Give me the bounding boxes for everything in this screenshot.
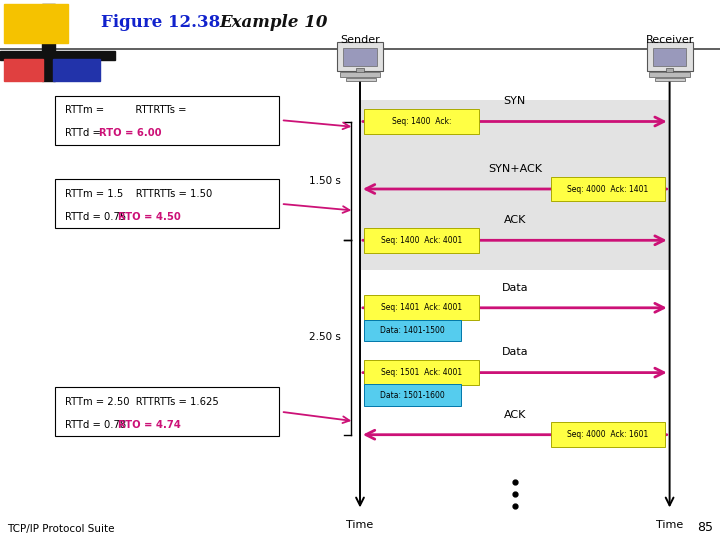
Text: M: M: [81, 107, 87, 117]
Text: Seq: 4000  Ack: 1401: Seq: 4000 Ack: 1401: [567, 185, 649, 193]
Text: =          RTTRTT: = RTTRTT: [86, 105, 165, 115]
FancyBboxPatch shape: [55, 179, 279, 228]
Text: 85: 85: [697, 521, 713, 534]
Bar: [4, 59, 43, 81]
Text: SYN+ACK: SYN+ACK: [488, 164, 542, 174]
Text: RTTd = 0.75: RTTd = 0.75: [65, 212, 135, 222]
FancyBboxPatch shape: [364, 320, 461, 341]
Text: RTTm = 1.5    RTTRTTs = 1.50: RTTm = 1.5 RTTRTTs = 1.50: [65, 189, 212, 199]
Text: = 2.50  RTT: = 2.50 RTT: [148, 397, 210, 407]
FancyBboxPatch shape: [55, 96, 279, 145]
Text: =          RTT: = RTT: [160, 105, 221, 115]
Text: ACK: ACK: [503, 409, 526, 420]
FancyBboxPatch shape: [647, 42, 693, 71]
Text: RTTm = 2.50  RTTRTTs = 1.625: RTTm = 2.50 RTTRTTs = 1.625: [65, 397, 219, 407]
Text: Seq: 4000  Ack: 1601: Seq: 4000 Ack: 1601: [567, 430, 649, 439]
Text: 1.50 s: 1.50 s: [309, 176, 341, 186]
Text: RTT: RTT: [65, 189, 83, 199]
Text: RTT: RTT: [65, 397, 83, 407]
Bar: [346, 78, 376, 81]
Text: RTO = 4.74: RTO = 4.74: [118, 420, 181, 430]
Text: Data: Data: [502, 347, 528, 357]
Text: Time: Time: [656, 520, 683, 530]
Text: M: M: [81, 399, 87, 408]
Text: RTO = 4.50: RTO = 4.50: [118, 212, 181, 222]
Bar: [4, 4, 68, 43]
Bar: [356, 68, 364, 73]
Text: Example 10: Example 10: [220, 14, 328, 31]
Bar: [42, 4, 55, 81]
FancyBboxPatch shape: [364, 295, 479, 320]
FancyBboxPatch shape: [337, 42, 383, 71]
Bar: [0, 51, 115, 60]
Text: RTTd =: RTTd =: [65, 128, 110, 138]
Text: = 2.50  RTTRTT: = 2.50 RTTRTT: [86, 397, 166, 407]
Bar: [340, 72, 380, 77]
Text: 2.50 s: 2.50 s: [309, 333, 341, 342]
FancyBboxPatch shape: [364, 384, 461, 406]
FancyBboxPatch shape: [55, 387, 279, 436]
FancyBboxPatch shape: [364, 109, 479, 134]
Text: Receiver: Receiver: [645, 35, 694, 45]
Text: M: M: [81, 191, 87, 200]
Text: RTTm =          RTTRTTs =: RTTm = RTTRTTs =: [65, 105, 186, 115]
Text: Time: Time: [346, 520, 374, 530]
Bar: [360, 100, 670, 270]
Text: Data: Data: [502, 282, 528, 293]
Text: Data: 1501-1600: Data: 1501-1600: [380, 391, 445, 400]
Text: Seq: 1400  Ack:: Seq: 1400 Ack:: [392, 117, 451, 126]
Text: RTT: RTT: [65, 105, 83, 115]
Bar: [53, 59, 100, 81]
FancyBboxPatch shape: [551, 422, 665, 447]
Text: SYN: SYN: [504, 96, 526, 106]
FancyBboxPatch shape: [364, 360, 479, 385]
Text: RTTd = 0.78: RTTd = 0.78: [65, 420, 135, 430]
Text: ACK: ACK: [503, 215, 526, 225]
Text: Seq: 1400  Ack: 4001: Seq: 1400 Ack: 4001: [381, 236, 462, 245]
FancyBboxPatch shape: [364, 228, 479, 253]
Bar: [649, 72, 690, 77]
Text: Seq: 1501  Ack: 4001: Seq: 1501 Ack: 4001: [381, 368, 462, 377]
Text: Figure 12.38: Figure 12.38: [101, 14, 220, 31]
Text: RTO = 6.00: RTO = 6.00: [99, 128, 162, 138]
Text: Sender: Sender: [340, 35, 380, 45]
Bar: [343, 48, 377, 66]
Text: Data: 1401-1500: Data: 1401-1500: [380, 326, 445, 335]
Text: TCP/IP Protocol Suite: TCP/IP Protocol Suite: [7, 523, 114, 534]
FancyBboxPatch shape: [551, 177, 665, 201]
Bar: [653, 48, 686, 66]
Bar: [655, 78, 685, 81]
Bar: [666, 68, 673, 73]
Text: = 1.5    RTT: = 1.5 RTT: [153, 189, 213, 199]
Text: = 1.5    RTTRTT: = 1.5 RTTRTT: [86, 189, 166, 199]
Text: Seq: 1401  Ack: 4001: Seq: 1401 Ack: 4001: [381, 303, 462, 312]
